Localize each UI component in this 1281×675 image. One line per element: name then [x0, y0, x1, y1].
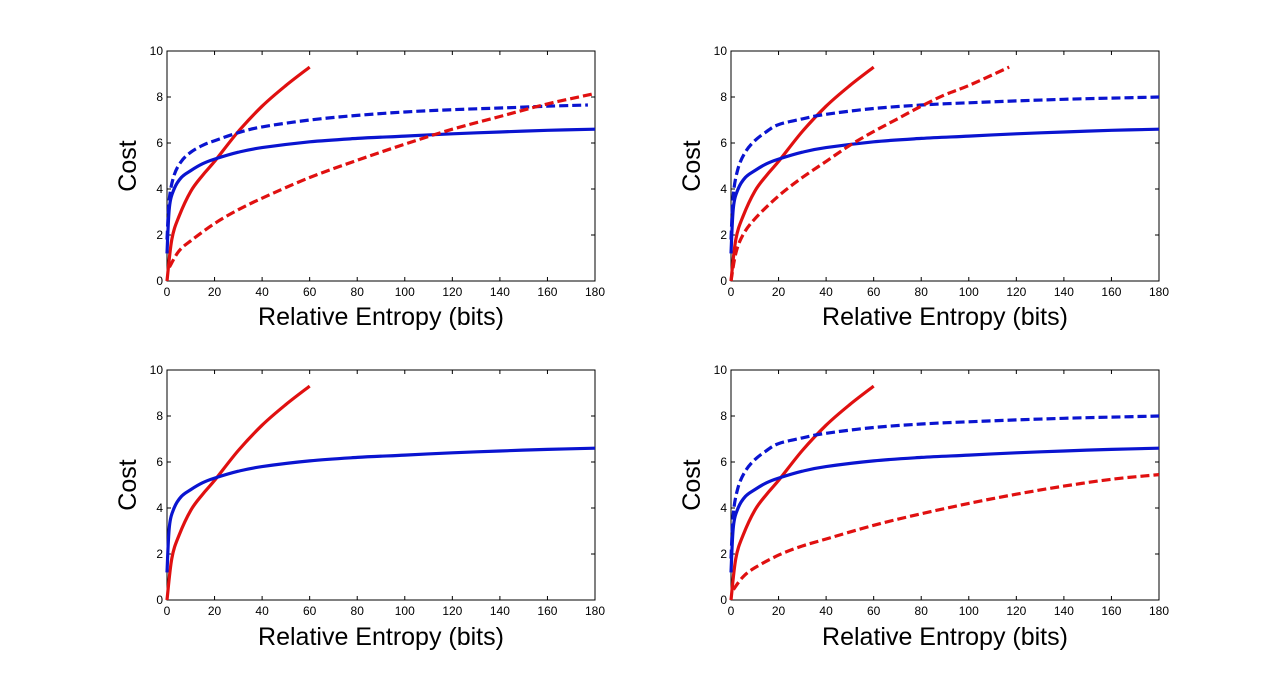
x-tick-label: 120: [442, 285, 462, 299]
x-tick-label: 0: [164, 285, 171, 299]
x-axis-label: Relative Entropy (bits): [258, 303, 504, 331]
chart-panel-2: 0 20 40 60 80 100 120 140 160 180 0 2 4 6 8 10 Relative …: [678, 44, 1169, 331]
y-axis-label: Cost: [678, 459, 706, 510]
chart-panel-1: 0 20 40 60 80 100 120 140 160 180 0 2 4 6 8 10 Relative …: [114, 44, 605, 331]
y-tick-label: 10: [714, 44, 728, 58]
y-tick-label: 2: [720, 547, 727, 561]
y-tick-label: 10: [150, 363, 164, 377]
x-tick-label: 0: [728, 604, 735, 618]
y-tick-label: 6: [156, 136, 163, 150]
x-axis-label: Relative Entropy (bits): [822, 303, 1068, 331]
x-tick-label: 60: [867, 285, 881, 299]
x-tick-label: 40: [819, 285, 833, 299]
x-tick-label: 180: [1149, 604, 1169, 618]
x-tick-label: 160: [537, 285, 557, 299]
y-tick-label: 8: [720, 409, 727, 423]
x-tick-label: 140: [490, 604, 510, 618]
y-tick-label: 10: [714, 363, 728, 377]
chart-panel-3: 0 20 40 60 80 100 120 140 160 180 0 2 4 6 8 10 Relative …: [114, 363, 605, 651]
x-axis-label: Relative Entropy (bits): [258, 623, 504, 651]
y-tick-label: 4: [156, 182, 163, 196]
x-tick-label: 100: [395, 604, 415, 618]
y-tick-label: 4: [720, 501, 727, 515]
x-tick-label: 0: [164, 604, 171, 618]
x-tick-label: 140: [1054, 285, 1074, 299]
y-tick-label: 4: [156, 501, 163, 515]
x-tick-label: 80: [915, 604, 929, 618]
plot-frame: [166, 369, 596, 601]
x-tick-label: 120: [442, 604, 462, 618]
y-tick-label: 0: [720, 274, 727, 288]
y-tick-label: 6: [720, 455, 727, 469]
y-axis-label: Cost: [114, 140, 142, 191]
x-tick-label: 20: [208, 285, 222, 299]
x-tick-label: 180: [1149, 285, 1169, 299]
series-line-solid-red: [165, 384, 311, 601]
x-tick-label: 20: [772, 604, 786, 618]
x-tick-label: 0: [728, 285, 735, 299]
x-tick-label: 40: [819, 604, 833, 618]
x-tick-label: 80: [351, 604, 365, 618]
x-tick-label: 140: [1054, 604, 1074, 618]
x-tick-label: 60: [867, 604, 881, 618]
y-tick-label: 8: [720, 90, 727, 104]
series-line-solid-blue: [165, 127, 596, 254]
series-line-dashed-red: [732, 473, 1160, 591]
series-line-dashed-blue: [165, 103, 588, 240]
series-line-solid-red: [729, 384, 875, 601]
y-tick-label: 6: [156, 455, 163, 469]
y-axis-label: Cost: [678, 140, 706, 191]
y-tick-label: 8: [156, 409, 163, 423]
x-tick-label: 100: [959, 604, 979, 618]
x-tick-label: 40: [255, 604, 269, 618]
x-tick-label: 40: [255, 285, 269, 299]
y-tick-label: 10: [150, 44, 164, 58]
y-tick-label: 0: [720, 593, 727, 607]
x-tick-label: 120: [1006, 604, 1026, 618]
x-tick-label: 140: [490, 285, 510, 299]
x-tick-label: 60: [303, 604, 317, 618]
y-tick-label: 6: [720, 136, 727, 150]
x-tick-label: 100: [395, 285, 415, 299]
y-tick-label: 4: [720, 182, 727, 196]
series-line-dashed-blue: [729, 95, 1160, 240]
series-line-solid-blue: [165, 446, 596, 573]
x-tick-label: 180: [585, 285, 605, 299]
y-tick-label: 2: [156, 547, 163, 561]
x-tick-label: 80: [351, 285, 365, 299]
x-tick-label: 120: [1006, 285, 1026, 299]
plot-frame: [166, 50, 596, 282]
series-line-solid-red: [165, 65, 311, 282]
x-tick-label: 160: [1101, 604, 1121, 618]
x-axis-label: Relative Entropy (bits): [822, 623, 1068, 651]
y-tick-label: 2: [720, 228, 727, 242]
plot-frame: [730, 369, 1160, 601]
series-line-dashed-red: [729, 65, 1010, 282]
plot-frame: [730, 50, 1160, 282]
x-tick-label: 160: [1101, 285, 1121, 299]
y-tick-label: 0: [156, 593, 163, 607]
series-line-dashed-blue: [729, 414, 1160, 559]
x-tick-label: 80: [915, 285, 929, 299]
chart-panel-4: 0 20 40 60 80 100 120 140 160 180 0 2 4 6 8 10 Relative …: [678, 363, 1169, 651]
y-tick-label: 0: [156, 274, 163, 288]
y-tick-label: 8: [156, 90, 163, 104]
y-tick-label: 2: [156, 228, 163, 242]
x-tick-label: 20: [208, 604, 222, 618]
series-line-dashed-red: [168, 91, 596, 269]
x-tick-label: 180: [585, 604, 605, 618]
series-line-solid-blue: [729, 127, 1160, 254]
series-line-solid-red: [729, 65, 875, 282]
series-line-solid-blue: [729, 446, 1160, 573]
x-tick-label: 100: [959, 285, 979, 299]
x-tick-label: 160: [537, 604, 557, 618]
y-axis-label: Cost: [114, 459, 142, 510]
x-tick-label: 20: [772, 285, 786, 299]
x-tick-label: 60: [303, 285, 317, 299]
